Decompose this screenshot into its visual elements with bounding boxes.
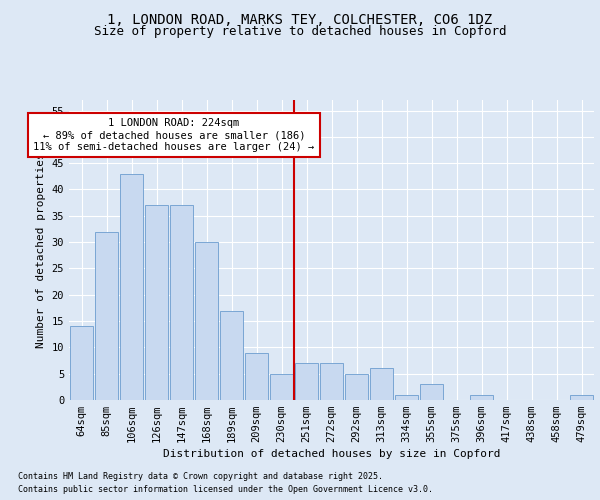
Bar xyxy=(569,394,593,400)
Text: 1, LONDON ROAD, MARKS TEY, COLCHESTER, CO6 1DZ: 1, LONDON ROAD, MARKS TEY, COLCHESTER, C… xyxy=(107,12,493,26)
Text: Size of property relative to detached houses in Copford: Size of property relative to detached ho… xyxy=(94,25,506,38)
Bar xyxy=(119,174,143,400)
Bar xyxy=(194,242,218,400)
Bar xyxy=(295,363,319,400)
Bar xyxy=(70,326,94,400)
Bar xyxy=(170,206,193,400)
Bar xyxy=(419,384,443,400)
Y-axis label: Number of detached properties: Number of detached properties xyxy=(36,152,46,348)
Text: Contains public sector information licensed under the Open Government Licence v3: Contains public sector information licen… xyxy=(18,485,433,494)
Bar xyxy=(320,363,343,400)
Text: Contains HM Land Registry data © Crown copyright and database right 2025.: Contains HM Land Registry data © Crown c… xyxy=(18,472,383,481)
Bar xyxy=(395,394,418,400)
Text: 1 LONDON ROAD: 224sqm
← 89% of detached houses are smaller (186)
11% of semi-det: 1 LONDON ROAD: 224sqm ← 89% of detached … xyxy=(34,118,314,152)
Bar xyxy=(220,310,244,400)
Bar xyxy=(95,232,118,400)
Bar xyxy=(245,352,268,400)
Bar xyxy=(370,368,394,400)
X-axis label: Distribution of detached houses by size in Copford: Distribution of detached houses by size … xyxy=(163,450,500,460)
Bar xyxy=(269,374,293,400)
Bar xyxy=(344,374,368,400)
Bar xyxy=(145,206,169,400)
Bar xyxy=(470,394,493,400)
